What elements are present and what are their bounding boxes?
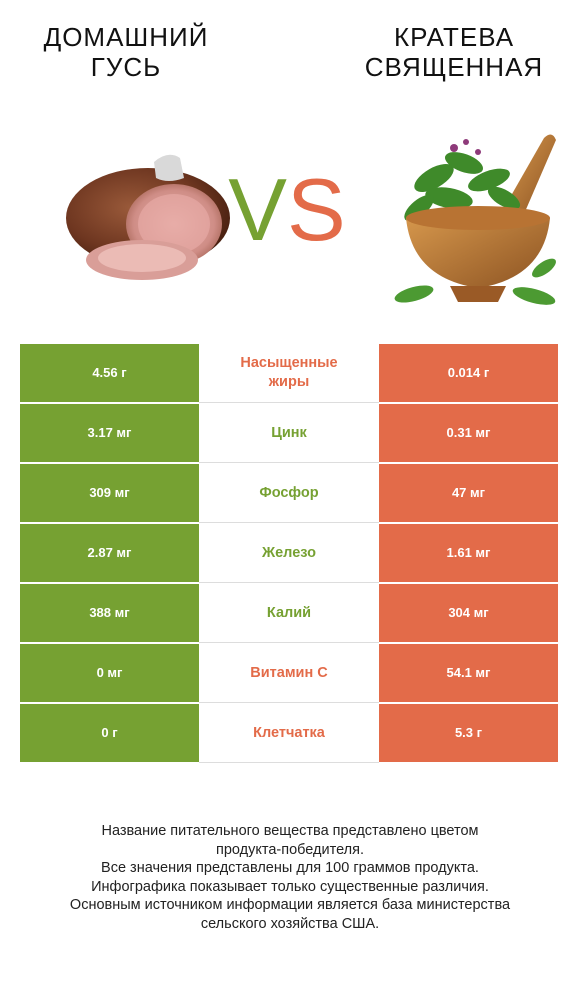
herbs-mortar-image [394,134,556,305]
left-value: 0 г [20,704,199,762]
nutrient-label: Фосфор [199,464,379,523]
table-row: 388 мг Калий 304 мг [20,584,558,644]
table-row: 309 мг Фосфор 47 мг [20,464,558,524]
right-value: 47 мг [379,464,558,522]
left-value: 3.17 мг [20,404,199,462]
right-value: 1.61 мг [379,524,558,582]
left-value: 309 мг [20,464,199,522]
footer-line: сельского хозяйства США. [200,915,380,932]
nutrient-label: Железо [199,524,379,583]
footer-line: Инфографика показывает только существенн… [91,878,489,895]
table-row: 0 г Клетчатка 5.3 г [20,704,558,764]
footer-line: продукта-победителя. [215,841,365,858]
table-row: 2.87 мг Железо 1.61 мг [20,524,558,584]
nutrient-label: Витамин C [199,644,379,703]
left-value: 4.56 г [20,344,199,402]
footer-line: Основным источником информации является … [69,897,511,913]
left-value: 0 мг [20,644,199,702]
footer-line: Все значения представлены для 100 граммо… [101,860,479,876]
left-value: 2.87 мг [20,524,199,582]
goose-meat-image [66,154,230,280]
left-product-title: ДОМАШНИЙ ГУСЬ [43,22,209,82]
right-value: 304 мг [379,584,558,642]
footer-note: Название питательного вещества представл… [0,822,580,933]
right-product-title: КРАТЕВА СВЯЩЕННАЯ [364,22,544,82]
nutrient-label: Насыщенные жиры [199,344,379,403]
left-value: 388 мг [20,584,199,642]
table-row: 3.17 мг Цинк 0.31 мг [20,404,558,464]
right-value: 0.014 г [379,344,558,402]
right-value: 0.31 мг [379,404,558,462]
footer-line: Название питательного вещества представл… [101,823,479,839]
right-value: 54.1 мг [379,644,558,702]
nutrient-label: Калий [199,584,379,643]
nutrient-label: Клетчатка [199,704,379,763]
right-value: 5.3 г [379,704,558,762]
nutrient-comparison-table: 4.56 г Насыщенные жиры 0.014 г 3.17 мг Цинк 0.… [20,344,558,764]
table-row: 4.56 г Насыщенные жиры 0.014 г [20,344,558,404]
vs-label: VS [228,160,346,259]
table-row: 0 мг Витамин C 54.1 мг [20,644,558,704]
nutrient-label: Цинк [199,404,379,463]
